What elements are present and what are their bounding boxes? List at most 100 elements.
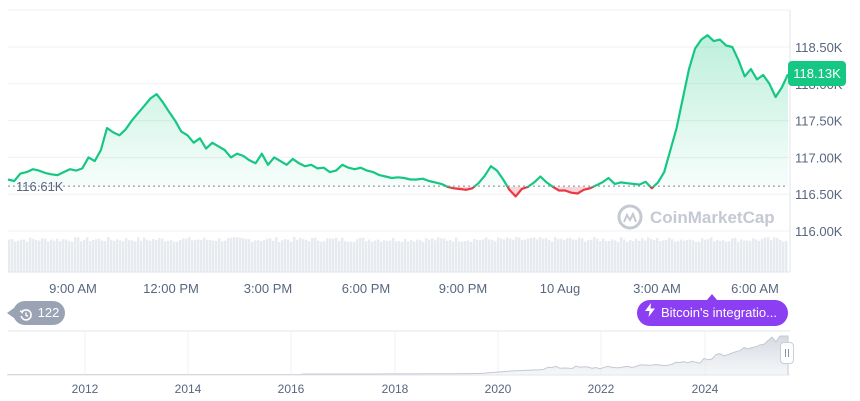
volume-bar <box>443 238 446 272</box>
news-event-label: Bitcoin's integratio... <box>661 305 777 320</box>
volume-bar <box>569 238 572 272</box>
volume-bar <box>134 241 137 272</box>
volume-bar <box>563 240 566 272</box>
volume-bar <box>716 239 719 272</box>
volume-bar <box>386 240 389 272</box>
volume-bar <box>746 240 749 272</box>
volume-bar <box>428 239 431 272</box>
volume-bar <box>572 239 575 272</box>
volume-bar <box>398 241 401 272</box>
volume-bar <box>260 240 263 272</box>
volume-bar <box>275 237 278 272</box>
volume-bar <box>59 241 62 272</box>
volume-bar <box>500 238 503 272</box>
volume-bar <box>266 238 269 272</box>
volume-bar <box>374 240 377 272</box>
volume-bar <box>752 238 755 272</box>
volume-bar <box>101 240 104 272</box>
y-tick-label: 117.00K <box>795 150 843 165</box>
coinmarketcap-logo-mark <box>623 211 637 223</box>
volume-bar <box>773 237 776 272</box>
volume-bar <box>584 241 587 272</box>
volume-bar <box>50 239 53 272</box>
volume-bar <box>761 238 764 272</box>
volume-bar <box>641 238 644 272</box>
volume-bar <box>155 239 158 272</box>
volume-bar <box>191 240 194 272</box>
navigator-tick-label: 2024 <box>692 382 719 396</box>
volume-bar <box>704 239 707 272</box>
volume-bar <box>164 241 167 272</box>
volume-bar <box>206 239 209 272</box>
volume-bar <box>542 238 545 272</box>
x-tick-label: 3:00 PM <box>244 281 292 296</box>
volume-bar <box>629 240 632 272</box>
volume-bar <box>593 237 596 272</box>
navigator[interactable]: 2012 2014 2016 2018 2020 2022 2024 <box>7 330 790 396</box>
volume-bar <box>449 240 452 272</box>
volume-bar <box>317 240 320 272</box>
volume-bar <box>158 238 161 272</box>
volume-bar <box>755 239 758 272</box>
volume-bar <box>461 241 464 272</box>
volume-bar <box>476 239 479 272</box>
volume-bar <box>668 237 671 272</box>
news-event-marker[interactable]: Bitcoin's integratio... <box>637 294 788 326</box>
volume-bar <box>95 239 98 272</box>
volume-bar <box>638 240 641 272</box>
volume-bar <box>356 239 359 272</box>
volume-bar <box>707 239 710 272</box>
volume-bar <box>71 241 74 272</box>
volume-bar <box>611 239 614 272</box>
volume-bar <box>467 240 470 272</box>
volume-bar <box>413 241 416 272</box>
volume-bar <box>314 237 317 272</box>
volume-bar <box>254 240 257 272</box>
volume-bar <box>338 240 341 272</box>
volume-bar <box>92 239 95 272</box>
volume-bar <box>239 237 242 272</box>
volume-bar <box>647 237 650 272</box>
volume-bar <box>269 238 272 272</box>
volume-bar <box>143 237 146 272</box>
volume-bar <box>710 237 713 272</box>
volume-bar <box>224 240 227 272</box>
volume-bar <box>8 239 11 272</box>
volume-bar <box>776 237 779 272</box>
volume-bar <box>122 241 125 272</box>
volume-bar <box>245 238 248 272</box>
volume-bar <box>179 239 182 272</box>
navigator-range-handle[interactable] <box>780 342 794 364</box>
volume-bar <box>431 238 434 272</box>
volume-bar <box>110 239 113 272</box>
volume-bar <box>740 239 743 272</box>
volume-bar <box>764 237 767 272</box>
volume-bar <box>335 237 338 272</box>
volume-bar <box>89 241 92 272</box>
volume-bar <box>494 241 497 272</box>
volume-bar <box>116 239 119 272</box>
volume-bar <box>419 239 422 272</box>
volume-bar <box>779 239 782 272</box>
volume-bar <box>152 238 155 272</box>
volume-bar <box>602 238 605 272</box>
area-fills <box>8 35 788 197</box>
volume-bar <box>701 238 704 272</box>
volume-bar <box>17 240 20 272</box>
volume-bar <box>578 237 581 272</box>
volume-bar <box>515 237 518 272</box>
volume-bar <box>548 239 551 272</box>
events-history-button[interactable]: 122 <box>7 301 65 325</box>
volume-bar <box>98 238 101 272</box>
volume-bar <box>608 240 611 272</box>
volume-bar <box>305 239 308 272</box>
volume-bar <box>671 239 674 272</box>
volume-bar <box>452 241 455 272</box>
current-price-badge: 118.13K <box>788 61 846 86</box>
volume-bar <box>311 238 314 272</box>
x-tick-label: 9:00 AM <box>49 281 97 296</box>
price-line-up <box>7 34 789 187</box>
volume-bar <box>575 239 578 272</box>
volume-bar <box>404 238 407 272</box>
